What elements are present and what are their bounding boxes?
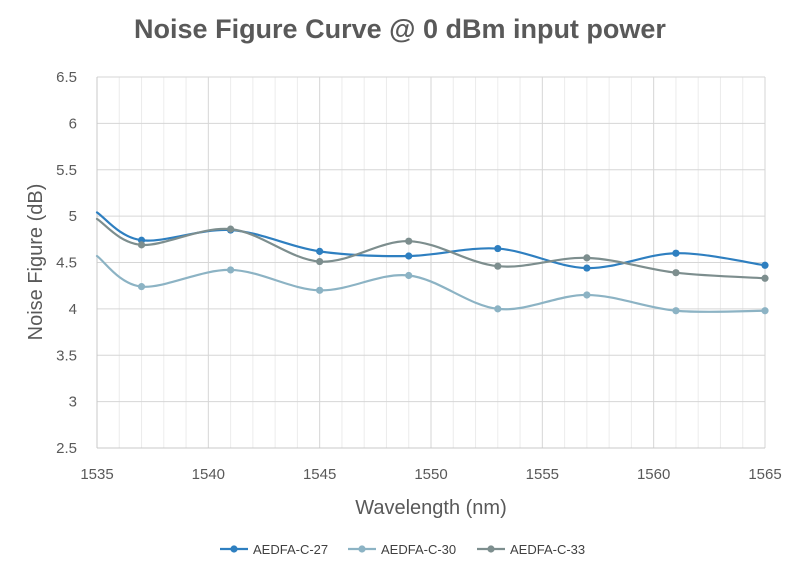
data-points [137, 225, 769, 315]
y-tick-label: 4 [69, 301, 77, 318]
data-point [137, 283, 146, 291]
data-point [137, 241, 146, 249]
legend-swatch-marker [230, 545, 238, 553]
data-point [761, 307, 769, 315]
x-tick-label: 1540 [192, 466, 225, 483]
legend-entry: AEDFA-C-27 [220, 542, 328, 557]
data-point [227, 225, 235, 233]
y-tick-label: 6 [69, 115, 77, 132]
tick-labels: 1535 1540 1545 1550 1555 1560 1565 2.5 3 3.5 4 4.5 5… [56, 69, 782, 483]
data-point [583, 254, 591, 262]
legend-entry: AEDFA-C-30 [348, 542, 456, 557]
y-tick-label: 3 [69, 394, 77, 411]
data-point [494, 305, 502, 313]
grid [96, 76, 766, 449]
data-point [672, 269, 680, 277]
data-point [405, 237, 413, 245]
data-point [316, 286, 324, 294]
legend-swatch-marker [487, 545, 495, 553]
legend-label: AEDFA-C-27 [253, 542, 328, 557]
x-tick-label: 1550 [414, 466, 447, 483]
data-point [405, 271, 413, 280]
legend-swatch-marker [358, 545, 366, 553]
y-axis-title: Noise Figure (dB) [25, 184, 47, 341]
data-point [672, 307, 680, 315]
x-tick-label: 1555 [526, 466, 559, 483]
data-point [494, 262, 502, 270]
data-point [761, 274, 769, 282]
x-tick-label: 1565 [748, 466, 781, 483]
data-point [316, 257, 324, 266]
y-tick-label: 5.5 [56, 162, 77, 179]
y-tick-label: 3.5 [56, 347, 77, 364]
data-point [405, 252, 413, 260]
data-point [227, 266, 235, 274]
legend-label: AEDFA-C-33 [510, 542, 585, 557]
data-point [583, 264, 591, 272]
data-point [316, 247, 324, 255]
y-tick-label: 6.5 [56, 69, 77, 86]
data-point [583, 291, 591, 299]
data-point [494, 244, 502, 253]
legend-entry: AEDFA-C-33 [477, 542, 585, 557]
x-tick-label: 1560 [637, 466, 670, 483]
x-tick-label: 1545 [303, 466, 336, 483]
data-point [761, 261, 769, 269]
y-tick-label: 2.5 [56, 440, 77, 457]
axes [96, 77, 765, 449]
legend: AEDFA-C-27 AEDFA-C-30 AEDFA-C-33 [220, 542, 585, 557]
data-point [672, 249, 680, 257]
x-axis-title: Wavelength (nm) [355, 497, 507, 519]
y-tick-label: 4.5 [56, 255, 77, 272]
y-tick-label: 5 [69, 208, 77, 225]
chart-title: Noise Figure Curve @ 0 dBm input power [134, 14, 666, 44]
legend-label: AEDFA-C-30 [381, 542, 456, 557]
x-tick-label: 1535 [80, 466, 113, 483]
